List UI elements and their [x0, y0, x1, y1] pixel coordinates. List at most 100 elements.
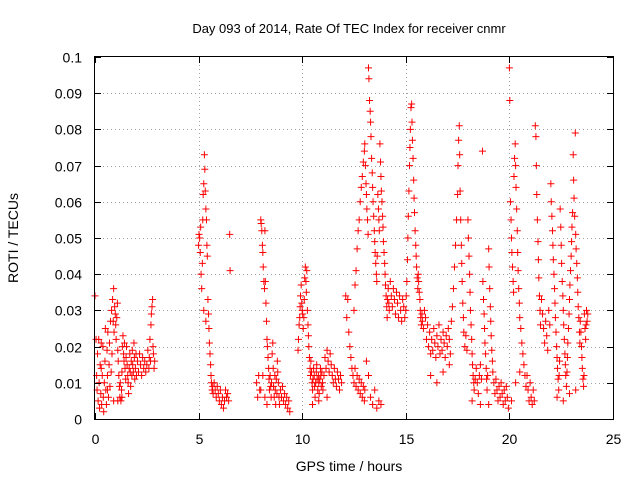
data-point — [371, 386, 379, 394]
data-point — [486, 285, 494, 293]
data-point — [375, 216, 383, 224]
data-point — [551, 285, 559, 293]
data-point — [439, 328, 447, 336]
data-point — [201, 187, 209, 195]
data-point — [546, 321, 554, 329]
data-point — [576, 317, 584, 325]
data-point — [118, 368, 126, 376]
data-point — [226, 230, 234, 238]
data-point — [102, 401, 110, 409]
data-point — [506, 198, 514, 206]
data-point — [99, 343, 107, 351]
data-point — [573, 259, 581, 267]
data-point — [103, 372, 111, 380]
data-point — [436, 350, 444, 358]
data-point — [203, 252, 211, 260]
data-point — [400, 303, 408, 311]
data-point — [526, 379, 534, 387]
data-point — [536, 306, 544, 314]
data-point — [487, 332, 495, 340]
data-point — [122, 343, 130, 351]
data-point — [104, 328, 112, 336]
data-point — [371, 248, 379, 256]
data-point — [398, 317, 406, 325]
data-point — [429, 346, 437, 354]
data-point — [385, 299, 393, 307]
data-point — [404, 212, 412, 220]
data-point — [335, 386, 343, 394]
data-point — [274, 379, 282, 387]
data-point — [111, 303, 119, 311]
y-tick-label: 0.07 — [55, 159, 82, 175]
data-point — [309, 401, 317, 409]
data-point — [468, 335, 476, 343]
data-point — [481, 339, 489, 347]
data-point — [437, 335, 445, 343]
data-point — [577, 328, 585, 336]
data-point — [574, 288, 582, 296]
data-point — [342, 292, 350, 300]
data-point — [110, 328, 118, 336]
data-point — [316, 375, 324, 383]
data-point — [354, 386, 362, 394]
data-point — [210, 379, 218, 387]
data-point — [388, 303, 396, 311]
data-point — [202, 317, 210, 325]
chart-title: Day 093 of 2014, Rate Of TEC Index for r… — [192, 21, 506, 36]
data-point — [298, 299, 306, 307]
data-point — [360, 147, 368, 155]
data-point — [445, 335, 453, 343]
data-point — [514, 248, 522, 256]
data-point — [296, 303, 304, 311]
data-point — [97, 390, 105, 398]
data-point — [95, 335, 103, 343]
data-point — [118, 393, 126, 401]
data-point — [202, 216, 210, 224]
data-point — [547, 198, 555, 206]
data-point — [515, 285, 523, 293]
data-point — [110, 285, 118, 293]
data-point — [138, 372, 146, 380]
data-point — [568, 223, 576, 231]
data-point — [572, 230, 580, 238]
data-point — [295, 321, 303, 329]
data-point — [122, 353, 130, 361]
data-point — [415, 277, 423, 285]
data-point — [359, 158, 367, 166]
data-point — [265, 375, 273, 383]
data-point — [198, 259, 206, 267]
data-point — [381, 259, 389, 267]
data-point — [323, 346, 331, 354]
data-point — [369, 401, 377, 409]
data-point — [561, 361, 569, 369]
data-point — [269, 364, 277, 372]
data-point — [425, 343, 433, 351]
data-point — [545, 306, 553, 314]
data-point — [271, 372, 279, 380]
data-point — [362, 357, 370, 365]
data-point — [560, 335, 568, 343]
data-point — [207, 361, 215, 369]
data-point — [131, 375, 139, 383]
data-point — [203, 241, 211, 249]
data-point — [269, 339, 277, 347]
data-point — [120, 357, 128, 365]
data-point — [118, 386, 126, 394]
data-point — [368, 169, 376, 177]
data-point — [151, 357, 159, 365]
data-point — [507, 234, 515, 242]
data-point — [386, 277, 394, 285]
data-point — [207, 372, 215, 380]
data-point — [411, 227, 419, 235]
data-point — [458, 259, 466, 267]
data-point — [322, 364, 330, 372]
data-point — [469, 361, 477, 369]
data-point — [503, 393, 511, 401]
data-point — [225, 397, 233, 405]
tick-labels: 0 5 10 15 20 25 0 0.01 0.02 0.03 0.04 0.05 0.06 0.07 0… — [55, 50, 622, 448]
data-point — [195, 230, 203, 238]
data-point — [226, 267, 234, 275]
data-point — [404, 234, 412, 242]
data-point — [507, 397, 515, 405]
data-point — [533, 216, 541, 224]
